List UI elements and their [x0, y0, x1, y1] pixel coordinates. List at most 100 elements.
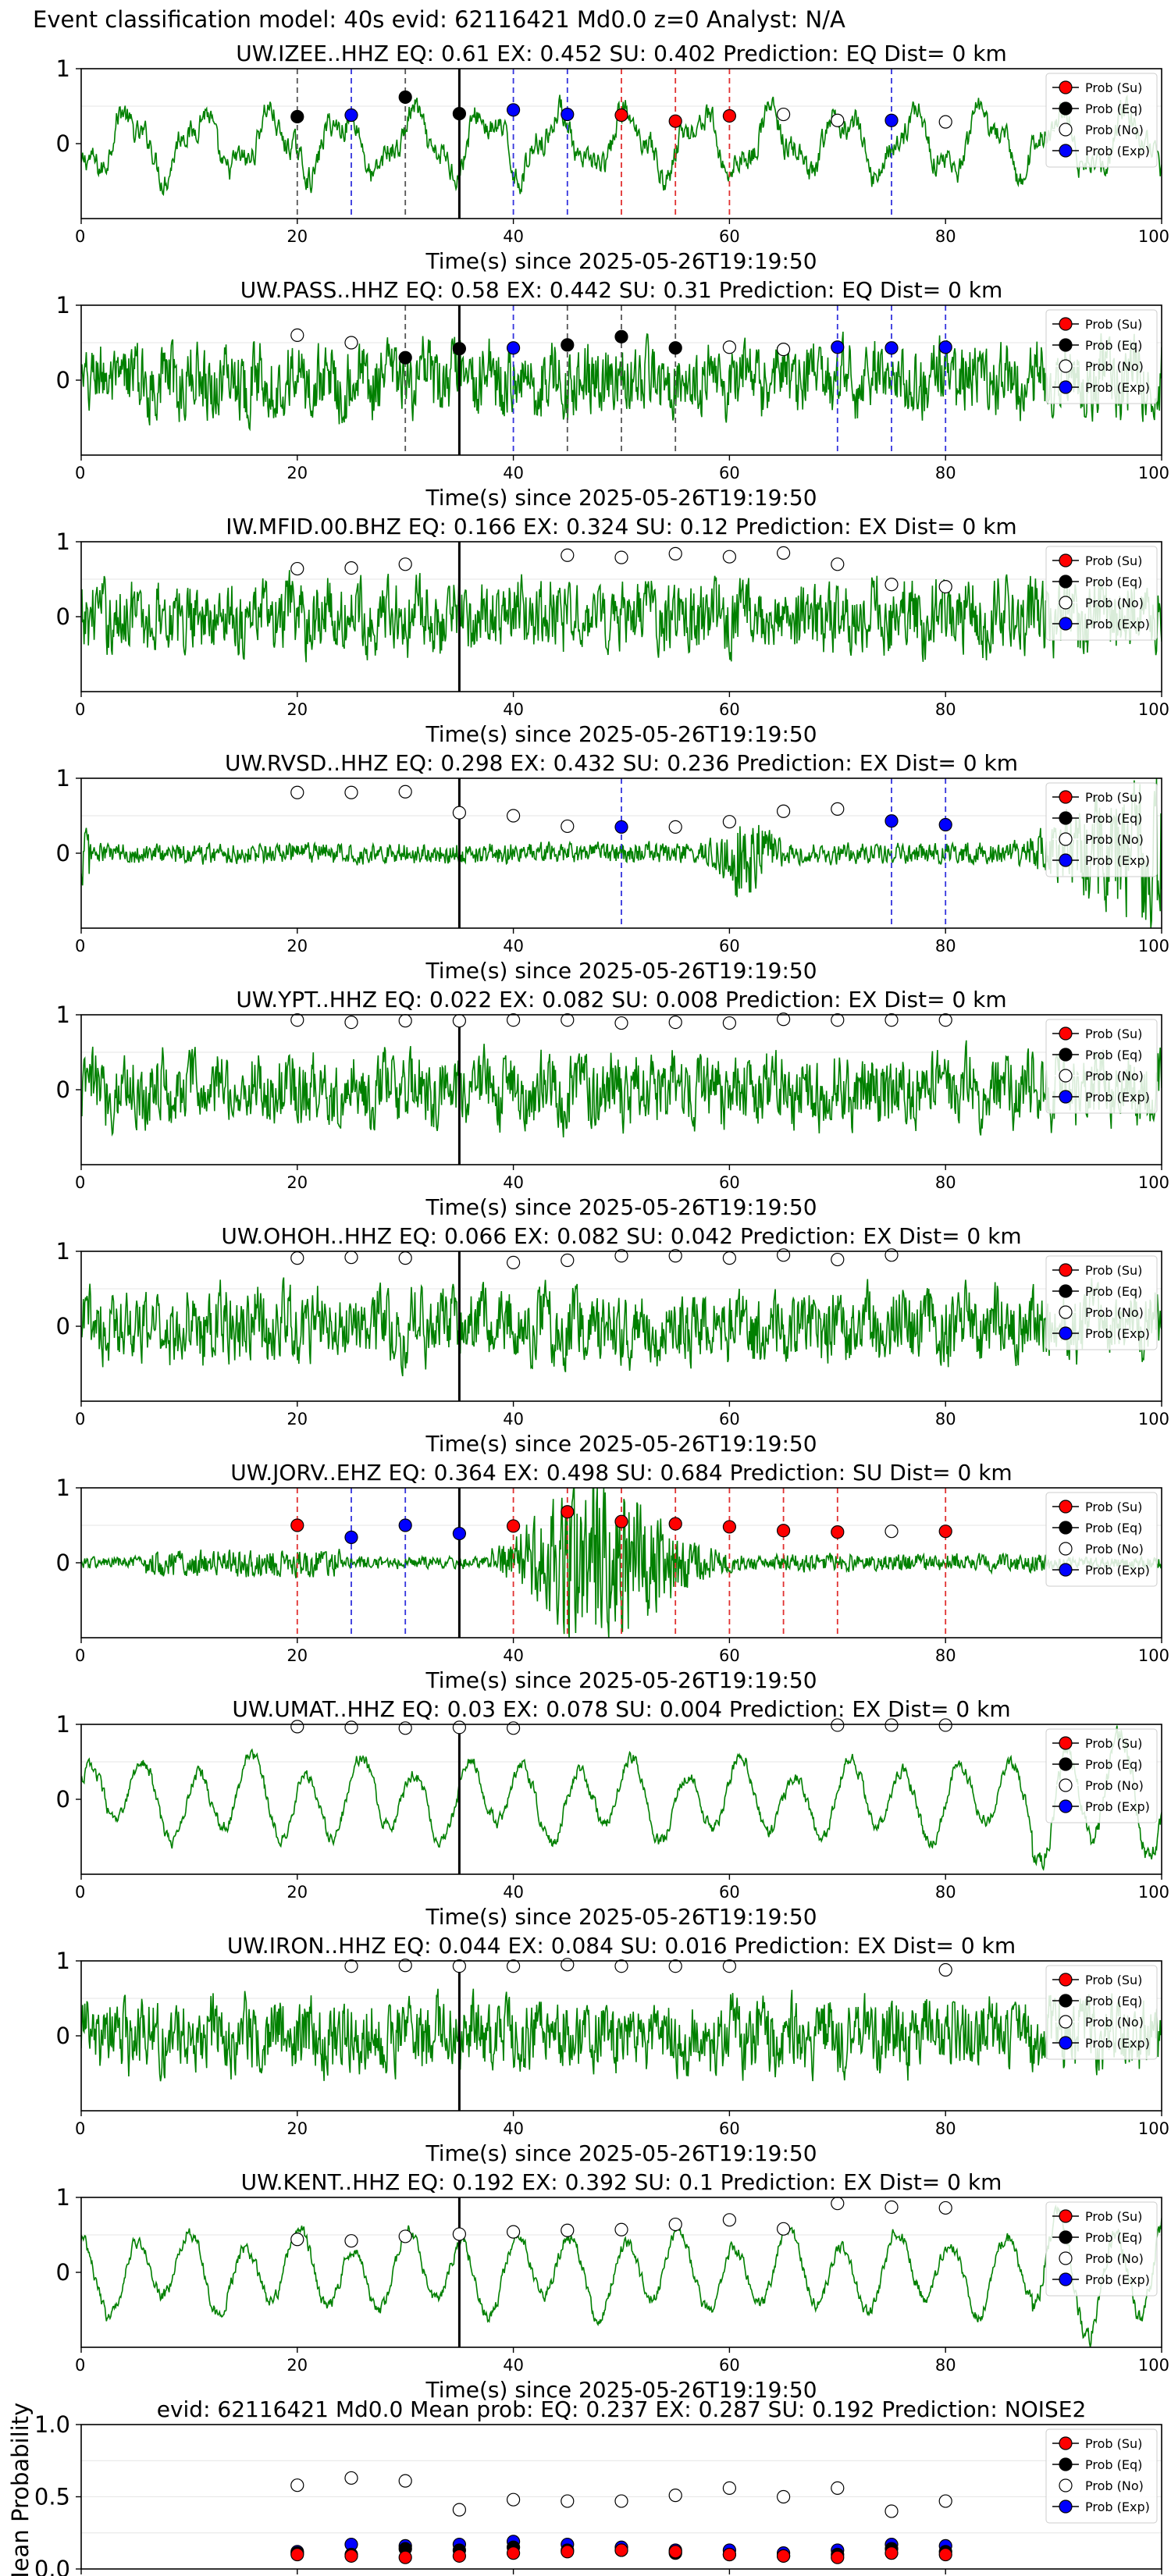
legend-label: Prob (No) — [1085, 2015, 1144, 2030]
prob-marker-no — [884, 1718, 899, 1732]
legend-label: Prob (Exp) — [1085, 1563, 1150, 1578]
legend-label: Prob (Exp) — [1085, 853, 1150, 868]
legend-label: Prob (Su) — [1085, 1026, 1142, 1041]
prob-marker-no — [344, 560, 358, 575]
prob-marker-no — [506, 1959, 521, 1973]
legend-marker-su — [1059, 2209, 1073, 2223]
x-tick-label: 60 — [719, 2356, 740, 2375]
prob-marker-no — [668, 546, 682, 560]
panel-title: UW.PASS..HHZ EQ: 0.58 EX: 0.442 SU: 0.31… — [240, 277, 1003, 303]
panel-title: UW.UMAT..HHZ EQ: 0.03 EX: 0.078 SU: 0.00… — [232, 1696, 1010, 1722]
prob-marker-no — [776, 546, 791, 560]
station-panel-2: UW.PASS..HHZ EQ: 0.58 EX: 0.442 SU: 0.31… — [56, 277, 1169, 511]
prob-marker-no — [884, 1525, 899, 1539]
x-tick-label: 40 — [503, 227, 524, 246]
x-tick-label: 80 — [935, 1646, 956, 1665]
prob-marker-no — [290, 2233, 304, 2247]
legend-label: Prob (Exp) — [1085, 1326, 1150, 1341]
legend-marker-su — [1059, 553, 1073, 568]
prob-marker-no — [398, 785, 412, 799]
x-tick-label: 60 — [719, 1173, 740, 1192]
x-tick-label: 40 — [503, 1883, 524, 1902]
prob-marker-su — [614, 1514, 628, 1528]
prob-marker-exp — [452, 1526, 467, 1541]
prob-marker-exp — [831, 340, 845, 354]
prob-marker-no — [884, 1248, 899, 1262]
x-axis-label: Time(s) since 2025-05-26T19:19:50 — [425, 1667, 817, 1693]
legend: Prob (Su) Prob (Eq) Prob (No) Prob (Exp) — [1045, 2201, 1158, 2297]
axes-frame — [80, 1724, 1162, 1875]
prob-marker-no — [561, 1253, 575, 1268]
legend-label: Prob (Su) — [1085, 1500, 1142, 1514]
prob-marker-no — [831, 557, 845, 571]
mean-prob-marker-no — [506, 2492, 521, 2507]
y-tick-label: 0.0 — [34, 2556, 70, 2576]
legend-marker-su — [1059, 2436, 1073, 2450]
x-tick-label: 80 — [935, 2356, 956, 2375]
panel-title: UW.KENT..HHZ EQ: 0.192 EX: 0.392 SU: 0.1… — [241, 2169, 1002, 2195]
mean-prob-marker-su — [344, 2549, 358, 2563]
legend: Prob (Su) Prob (Eq) Prob (No) Prob (Exp) — [1045, 1965, 1158, 2060]
legend-label: Prob (Eq) — [1085, 2457, 1142, 2472]
prob-marker-no — [452, 2227, 467, 2241]
legend-box — [1045, 1965, 1158, 2060]
legend-marker-eq — [1059, 101, 1073, 116]
prob-marker-su — [722, 1520, 737, 1534]
legend-marker-no — [1059, 1542, 1073, 1556]
prob-marker-su — [614, 108, 628, 123]
x-tick-label: 0 — [75, 464, 85, 482]
legend-marker-su — [1059, 80, 1073, 94]
panel-title: UW.JORV..EHZ EQ: 0.364 EX: 0.498 SU: 0.6… — [230, 1460, 1012, 1485]
prob-marker-exp — [506, 341, 521, 355]
legend-box — [1045, 1492, 1158, 1587]
x-tick-label: 100 — [1138, 2356, 1169, 2375]
x-axis-label: Time(s) since 2025-05-26T19:19:50 — [425, 721, 817, 747]
y-tick-label: 0 — [56, 1313, 70, 1340]
x-tick-label: 20 — [287, 700, 308, 719]
prob-marker-no — [344, 785, 358, 799]
prob-marker-no — [938, 579, 952, 594]
prob-marker-no — [776, 804, 791, 818]
legend-marker-su — [1059, 317, 1073, 331]
legend-label: Prob (Su) — [1085, 2436, 1142, 2451]
x-tick-label: 40 — [503, 1410, 524, 1429]
legend-box — [1045, 73, 1158, 168]
legend-label: Prob (Su) — [1085, 317, 1142, 332]
x-tick-label: 20 — [287, 2119, 308, 2138]
legend-marker-no — [1059, 832, 1073, 846]
mean-prob-marker-su — [452, 2549, 467, 2563]
legend-marker-no — [1059, 1778, 1073, 1792]
prob-marker-no — [452, 1720, 467, 1735]
legend-label: Prob (Eq) — [1085, 1521, 1142, 1535]
prob-marker-no — [290, 561, 304, 576]
mean-prob-marker-no — [938, 2494, 952, 2508]
x-tick-label: 100 — [1138, 700, 1169, 719]
prob-marker-su — [290, 1518, 304, 1532]
legend-marker-exp — [1059, 1799, 1073, 1813]
legend-marker-no — [1059, 1305, 1073, 1319]
x-tick-label: 60 — [719, 1883, 740, 1902]
x-axis-label: Time(s) since 2025-05-26T19:19:50 — [425, 485, 817, 511]
legend-marker-exp — [1059, 2500, 1073, 2514]
legend-marker-no — [1059, 359, 1073, 373]
mean-prob-marker-su — [938, 2547, 952, 2562]
x-tick-label: 80 — [935, 1410, 956, 1429]
y-tick-label: 1 — [56, 1475, 70, 1501]
legend-label: Prob (Su) — [1085, 553, 1142, 568]
legend-box — [1045, 309, 1158, 404]
legend-marker-su — [1059, 790, 1073, 804]
x-tick-label: 60 — [719, 1410, 740, 1429]
legend-box — [1045, 1728, 1158, 1823]
station-panel-6: UW.OHOH..HHZ EQ: 0.066 EX: 0.082 SU: 0.0… — [56, 1223, 1169, 1457]
prob-marker-su — [561, 1505, 575, 1519]
y-tick-label: 0 — [56, 2023, 70, 2049]
legend-label: Prob (Eq) — [1085, 338, 1142, 353]
legend-marker-exp — [1059, 2036, 1073, 2050]
x-tick-label: 0 — [75, 1410, 85, 1429]
x-tick-label: 100 — [1138, 2119, 1169, 2138]
plot-area — [81, 1015, 1162, 1165]
legend-box — [1045, 2201, 1158, 2297]
legend-marker-eq — [1059, 575, 1073, 589]
y-tick-label: 0 — [56, 367, 70, 393]
prob-marker-su — [938, 1525, 952, 1539]
